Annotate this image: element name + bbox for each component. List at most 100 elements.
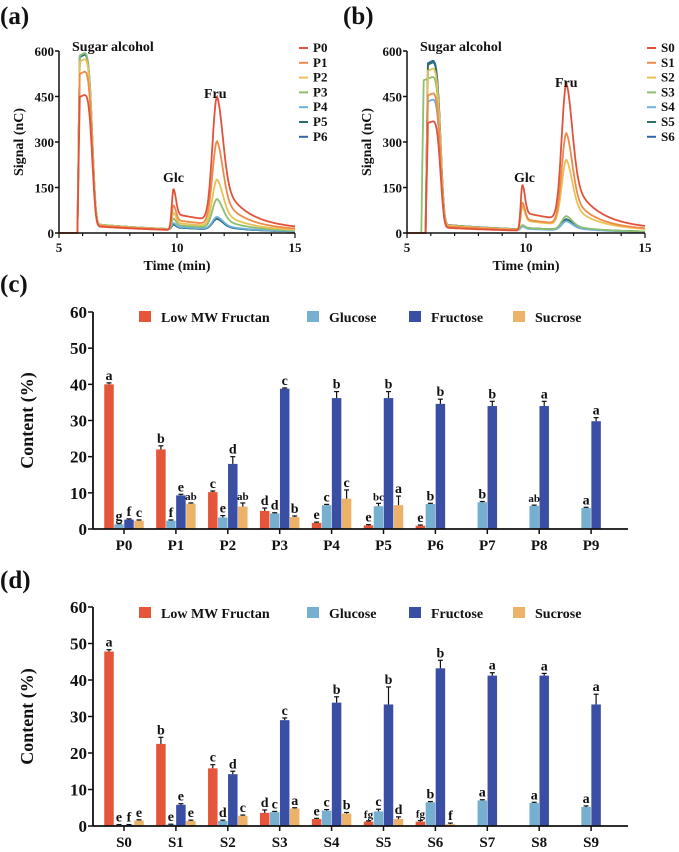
significance-letter: b [343,798,351,813]
x-tick-label: S2 [220,835,236,851]
significance-letter: e [178,790,184,805]
y-tick-label: 0 [48,226,55,241]
bar-sucrose-P4 [341,498,352,529]
x-axis-label: Time (min) [143,259,210,274]
bar-fructose-P9 [591,421,601,529]
significance-letter: e [365,511,371,526]
significance-letter: b [157,432,165,447]
bar-fructose-S9 [591,704,601,826]
significance-letter: a [583,792,590,807]
bar-glucose-P5 [373,506,384,529]
significance-letter: a [593,680,600,695]
bar-glucose-P7 [477,502,488,529]
significance-letter: c [282,704,288,719]
bar-fructose-S3 [279,720,290,826]
significance-letter: e [313,804,319,819]
significance-letter: c [210,477,216,492]
bar-sucrose-S4 [341,813,352,826]
bar-sucrose-P2 [238,506,248,529]
x-tick-label: P7 [479,538,496,554]
significance-letter: a [541,659,548,674]
significance-letter: a [541,387,548,402]
significance-letter: b [437,646,445,661]
y-tick-label: 10 [70,781,87,800]
legend-label-P1: P1 [313,55,327,70]
y-tick-label: 0 [79,520,88,539]
significance-letter: a [106,636,113,651]
bar-low-mw-fructan-P0 [104,384,114,529]
bar-fructose-S6 [435,668,446,826]
bar-glucose-S6 [425,802,436,826]
bar-fructose-S7 [487,675,498,826]
bar-glucose-P3 [269,513,280,529]
y-axis-label: Signal (nC) [12,108,27,176]
legend-swatch [513,607,525,618]
y-tick-label: 0 [79,817,88,836]
legend-label-P3: P3 [313,84,328,99]
y-tick-label: 60 [70,598,87,617]
significance-letter: e [116,811,122,826]
significance-letter: f [127,811,132,826]
significance-letter: f [448,809,453,824]
bar-fructose-P8 [539,406,549,529]
bar-glucose-P8 [529,505,539,529]
legend-label: Sucrose [535,311,581,326]
significance-letter: ab [185,491,197,503]
bar-glucose-P2 [218,517,228,529]
significance-letter: e [168,810,174,825]
x-tick-label: S3 [272,835,288,851]
bar-low-mw-fructan-S1 [156,743,166,826]
bar-low-mw-fructan-S5 [363,821,374,826]
y-tick-label: 600 [35,44,55,59]
y-axis-label: Signal (nC) [360,108,375,176]
significance-letter: c [136,506,142,521]
bar-sucrose-P5 [393,505,404,529]
bar-sucrose-P3 [289,517,300,529]
y-tick-label: 20 [70,448,87,467]
annotation-fru: Fru [555,76,578,91]
bar-fructose-P7 [487,406,498,529]
bar-low-mw-fructan-P5 [363,525,374,529]
panel-label-a: (a) [0,3,29,30]
significance-letter: d [229,443,237,458]
bar-fructose-P5 [383,398,394,529]
significance-letter: c [282,374,288,389]
x-tick-label: P9 [583,538,600,554]
significance-letter: d [261,796,269,811]
significance-letter: d [229,757,237,772]
y-tick-label: 40 [70,671,87,690]
x-tick-label: 5 [56,240,63,255]
significance-letter: a [395,482,402,497]
legend-label-P0: P0 [313,40,327,55]
legend-swatch [139,311,151,322]
significance-letter: a [593,404,600,419]
panel-label-b: (b) [343,3,374,30]
significance-letter: b [385,378,393,393]
bar-low-mw-fructan-S6 [415,821,426,826]
significance-letter: d [271,499,279,514]
significance-letter: e [313,508,319,523]
bar-low-mw-fructan-S2 [208,768,218,826]
significance-letter: e [178,480,184,495]
legend-swatch [307,311,319,322]
significance-letter: b [333,683,341,698]
significance-letter: a [489,659,496,674]
bar-glucose-P4 [321,505,332,529]
significance-letter: fg [416,809,426,821]
bar-sucrose-S1 [186,820,196,826]
bar-sucrose-S5 [393,819,404,826]
bar-fructose-S5 [383,704,394,826]
x-tick-label: S4 [324,835,340,851]
bar-low-mw-fructan-P6 [415,525,426,529]
x-tick-label: 10 [520,240,533,255]
x-tick-label: S5 [376,835,392,851]
significance-letter: g [116,510,123,525]
bar-glucose-S7 [477,800,488,826]
x-tick-label: P5 [375,538,392,554]
significance-letter: e [220,502,226,517]
bar-sucrose-S2 [238,815,248,826]
bar-fructose-P3 [279,388,290,529]
significance-letter: b [427,788,435,803]
x-tick-label: 10 [171,240,184,255]
